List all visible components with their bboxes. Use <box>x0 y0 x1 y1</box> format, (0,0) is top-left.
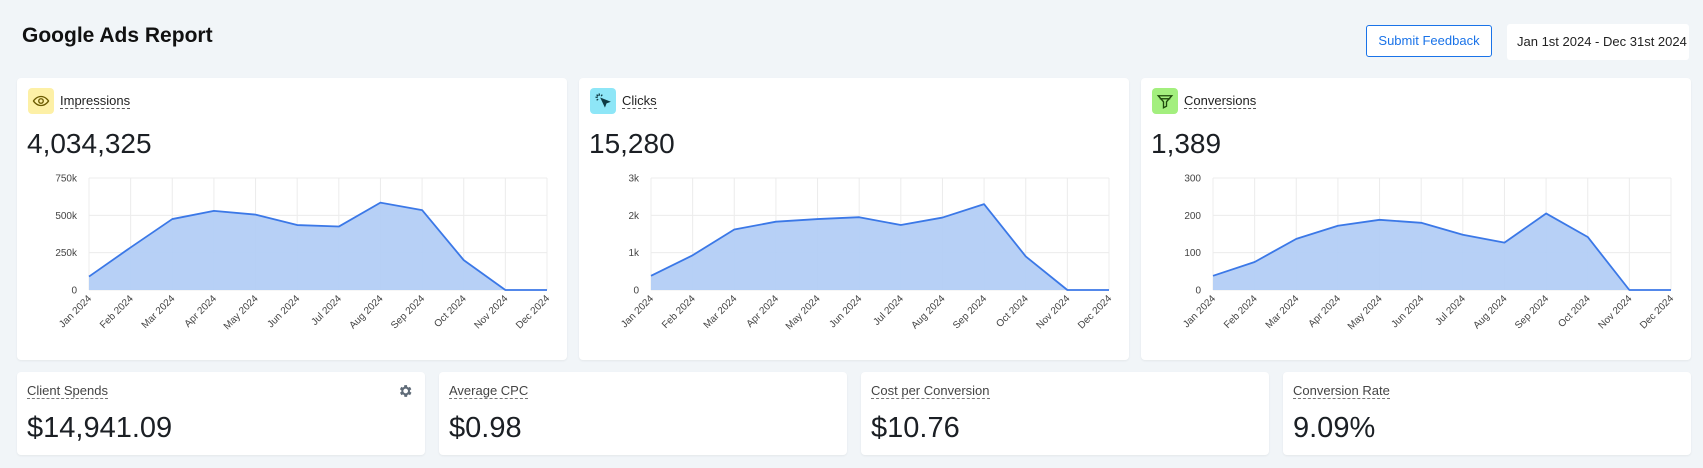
x-tick-label: Dec 2024 <box>1638 293 1676 331</box>
x-tick-label: Feb 2024 <box>98 293 136 331</box>
series-area <box>1213 213 1671 290</box>
page-title: Google Ads Report <box>22 24 213 47</box>
stat-label[interactable]: Average CPC <box>449 383 529 399</box>
stat-value: $14,941.09 <box>27 412 173 444</box>
y-tick-label: 200 <box>1184 211 1201 222</box>
x-tick-label: Jun 2024 <box>265 293 302 330</box>
metric-value: 4,034,325 <box>27 128 152 159</box>
x-tick-label: Apr 2024 <box>183 293 220 330</box>
x-tick-label: Oct 2024 <box>1556 293 1593 330</box>
x-tick-label: Jan 2024 <box>1181 293 1218 330</box>
x-tick-label: Jan 2024 <box>619 293 656 330</box>
x-tick-label: Jun 2024 <box>1389 293 1426 330</box>
x-tick-label: Feb 2024 <box>660 293 698 331</box>
x-tick-label: Jan 2024 <box>57 293 94 330</box>
y-tick-label: 300 <box>1184 174 1201 185</box>
x-tick-label: Nov 2024 <box>472 293 510 331</box>
series-line <box>1212 212 1671 291</box>
y-tick-label: 0 <box>633 286 639 297</box>
x-tick-label: Jul 2024 <box>871 293 906 328</box>
x-tick-label: Nov 2024 <box>1596 293 1634 331</box>
y-tick-label: 250k <box>55 248 78 259</box>
cost-per-conversion-card: Cost per Conversion $10.76 <box>861 372 1269 455</box>
stat-label[interactable]: Client Spends <box>27 383 108 399</box>
x-tick-label: Jul 2024 <box>1433 293 1468 328</box>
metric-header: Clicks <box>590 88 657 114</box>
x-tick-label: May 2024 <box>222 293 261 332</box>
x-tick-label: Mar 2024 <box>702 293 740 331</box>
clicks-card: Clicks 15,280 0 1k 2k 3k Jan 2024 Feb 2024 Mar… <box>579 78 1129 360</box>
eye-icon <box>28 88 54 114</box>
x-tick-label: Sep 2024 <box>1513 293 1551 331</box>
x-tick-label: Sep 2024 <box>389 293 427 331</box>
y-tick-label: 100 <box>1184 248 1201 259</box>
series-line <box>650 203 1109 291</box>
conversions-card: Conversions 1,389 0 100 200 300 Jan 2024 Feb … <box>1141 78 1691 360</box>
metric-value: 1,389 <box>1151 128 1222 159</box>
series-area <box>89 202 547 290</box>
y-tick-label: 1k <box>628 248 640 259</box>
funnel-icon <box>1152 88 1178 114</box>
x-tick-label: Aug 2024 <box>1472 293 1510 331</box>
x-tick-label: Apr 2024 <box>745 293 782 330</box>
x-tick-label: Dec 2024 <box>514 293 552 331</box>
x-tick-label: Dec 2024 <box>1076 293 1114 331</box>
x-tick-label: Oct 2024 <box>994 293 1031 330</box>
gear-icon[interactable] <box>397 383 413 399</box>
x-tick-label: May 2024 <box>784 293 823 332</box>
y-tick-label: 500k <box>55 211 78 222</box>
x-tick-label: Nov 2024 <box>1034 293 1072 331</box>
metric-header: Conversions <box>1152 88 1257 114</box>
report-header: Google Ads Report Submit Feedback Jan 1s… <box>0 0 1703 70</box>
x-tick-label: May 2024 <box>1346 293 1385 332</box>
submit-feedback-button[interactable]: Submit Feedback <box>1366 25 1492 57</box>
average-cpc-card: Average CPC $0.98 <box>439 372 847 455</box>
conversion-rate-card: Conversion Rate 9.09% <box>1283 372 1691 455</box>
y-tick-label: 0 <box>1195 286 1201 297</box>
stat-label[interactable]: Cost per Conversion <box>871 383 990 399</box>
x-tick-label: Jun 2024 <box>827 293 864 330</box>
x-tick-label: Mar 2024 <box>140 293 178 331</box>
x-tick-label: Oct 2024 <box>432 293 469 330</box>
impressions-card: Impressions 4,034,325 0 250k 500k 750k Jan 2… <box>17 78 567 360</box>
y-tick-label: 0 <box>71 286 77 297</box>
impressions-chart: 0 250k 500k 750k Jan 2024 Feb 2024 Mar 2024 Apr… <box>55 174 552 333</box>
date-range-picker[interactable]: Jan 1st 2024 - Dec 31st 2024 <box>1507 24 1689 60</box>
clicks-chart: 0 1k 2k 3k Jan 2024 Feb 2024 Mar 2024 Apr 2024 M… <box>619 174 1114 333</box>
client-spends-card: Client Spends $14,941.09 <box>17 372 425 455</box>
metric-label[interactable]: Impressions <box>60 93 131 109</box>
series-line <box>88 201 547 291</box>
x-tick-label: Jul 2024 <box>309 293 344 328</box>
metric-value: 15,280 <box>589 128 675 159</box>
y-tick-label: 2k <box>628 211 640 222</box>
x-tick-label: Feb 2024 <box>1222 293 1260 331</box>
x-tick-label: Mar 2024 <box>1264 293 1302 331</box>
stat-value: $10.76 <box>871 412 960 444</box>
x-tick-label: Aug 2024 <box>348 293 386 331</box>
series-area <box>651 204 1109 290</box>
stat-value: 9.09% <box>1293 412 1376 444</box>
x-tick-label: Sep 2024 <box>951 293 989 331</box>
cursor-click-icon <box>590 88 616 114</box>
x-tick-label: Apr 2024 <box>1307 293 1344 330</box>
metric-label[interactable]: Conversions <box>1184 93 1257 109</box>
conversions-chart: 0 100 200 300 Jan 2024 Feb 2024 Mar 2024 Apr 20… <box>1181 174 1676 333</box>
metric-label[interactable]: Clicks <box>622 93 657 109</box>
metric-header: Impressions <box>28 88 131 114</box>
stat-value: $0.98 <box>449 412 522 444</box>
stat-label[interactable]: Conversion Rate <box>1293 383 1390 399</box>
x-tick-label: Aug 2024 <box>910 293 948 331</box>
y-tick-label: 3k <box>628 174 640 185</box>
y-tick-label: 750k <box>55 174 78 185</box>
